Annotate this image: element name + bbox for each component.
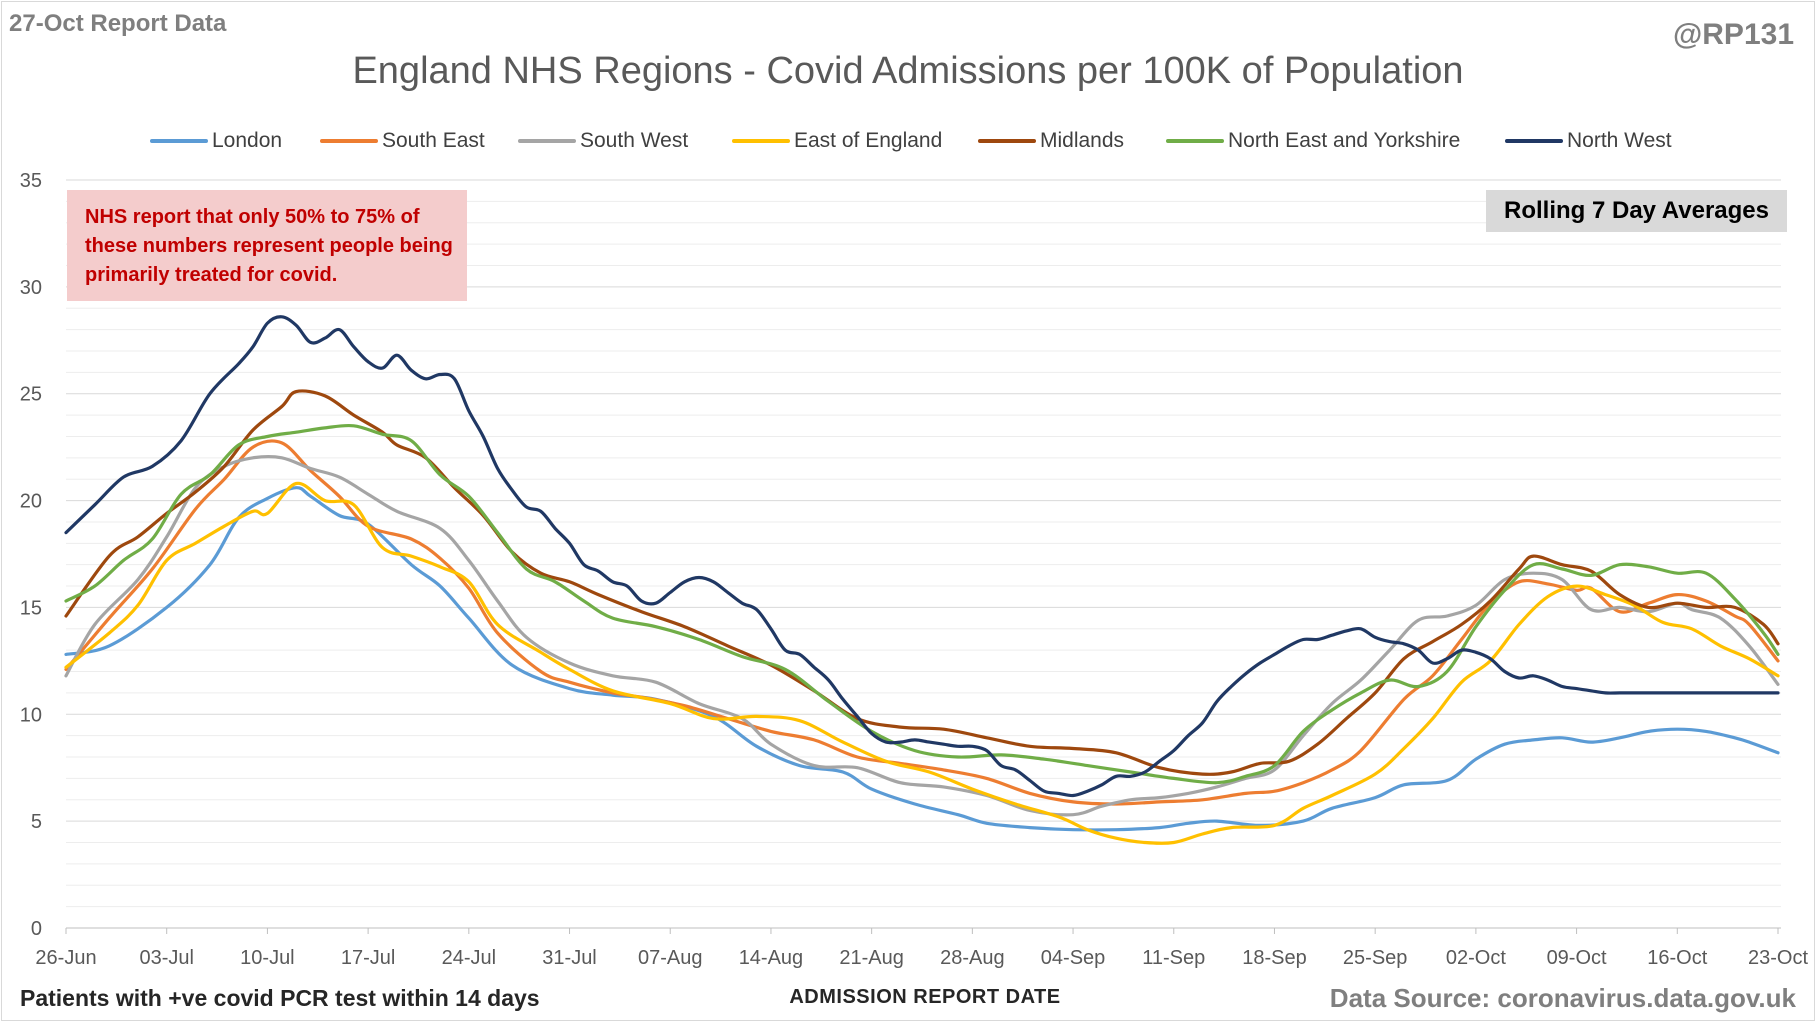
rolling-average-badge [1486, 190, 1787, 232]
x-tick-label: 17-Jul [341, 947, 395, 969]
y-tick-label: 20 [20, 491, 42, 513]
series-line-midlands [64, 389, 1780, 776]
x-tick-label: 24-Jul [442, 947, 496, 969]
x-tick-label: 03-Jul [139, 947, 193, 969]
y-tick-label: 5 [31, 811, 42, 833]
x-tick-label: 23-Oct [1748, 947, 1808, 969]
legend-swatch [518, 139, 576, 143]
legend-item-south-west: South West [518, 126, 688, 156]
author-handle: @RP131 [1673, 18, 1794, 51]
x-tick-label: 10-Jul [240, 947, 294, 969]
legend-item-east-of-england: East of England [732, 126, 942, 156]
legend-label: North West [1567, 129, 1672, 152]
y-tick-label: 30 [20, 277, 42, 299]
legend-label: South East [382, 129, 485, 152]
legend-swatch [978, 139, 1036, 143]
x-tick-label: 18-Sep [1242, 947, 1307, 969]
note-box [67, 190, 467, 301]
legend-item-north-west: North West [1505, 126, 1672, 156]
report-date-label: 27-Oct Report Data [9, 10, 227, 37]
x-tick-label: 14-Aug [739, 947, 804, 969]
legend-label: Midlands [1040, 129, 1125, 152]
x-tick-label: 16-Oct [1647, 947, 1707, 969]
legend-swatch [1505, 139, 1563, 143]
legend-swatch [732, 139, 790, 143]
x-tick-label: 26-Jun [35, 947, 96, 969]
legend-item-north-east-and-yorkshire: North East and Yorkshire [1166, 126, 1460, 156]
x-tick-label: 21-Aug [839, 947, 904, 969]
legend-label: East of England [794, 129, 943, 152]
y-tick-label: 0 [31, 918, 42, 940]
legend-swatch [1166, 139, 1224, 143]
x-tick-label: 31-Jul [542, 947, 596, 969]
series-line-south-west [64, 455, 1780, 817]
chart-title: England NHS Regions - Covid Admissions p… [352, 50, 1464, 92]
y-tick-label: 35 [20, 170, 42, 192]
legend-item-london: London [150, 126, 282, 156]
legend-swatch [320, 139, 378, 143]
y-tick-label: 15 [20, 597, 42, 619]
y-tick-label: 10 [20, 704, 42, 726]
x-tick-label: 25-Sep [1343, 947, 1408, 969]
x-tick-label: 02-Oct [1446, 947, 1506, 969]
note-text: NHS report that only 50% to 75% of these… [85, 206, 453, 286]
legend-label: London [212, 129, 283, 152]
series-line-north-east-and-yorkshire [64, 423, 1780, 785]
x-tick-label: 04-Sep [1041, 947, 1106, 969]
rolling-average-label: Rolling 7 Day Averages [1504, 197, 1769, 224]
legend-label: North East and Yorkshire [1228, 129, 1461, 152]
legend-label: South West [580, 129, 689, 152]
x-axis-title: ADMISSION REPORT DATE [789, 986, 1061, 1008]
series-line-london [64, 486, 1780, 832]
chart-legend: London South East South West East of Englan… [0, 126, 1816, 156]
x-tick-label: 28-Aug [940, 947, 1005, 969]
x-tick-label: 07-Aug [638, 947, 703, 969]
legend-swatch [150, 139, 208, 143]
x-tick-label: 11-Sep [1142, 947, 1205, 969]
x-tick-label: 09-Oct [1547, 947, 1607, 969]
series-line-east-of-england [64, 481, 1780, 845]
y-tick-label: 25 [20, 384, 42, 406]
legend-item-south-east: South East [320, 126, 485, 156]
legend-item-midlands: Midlands [978, 126, 1124, 156]
data-source-label: Data Source: coronavirus.data.gov.uk [1329, 983, 1796, 1013]
series-line-north-west [64, 315, 1780, 798]
footnote-label: Patients with +ve covid PCR test within … [20, 985, 540, 1011]
